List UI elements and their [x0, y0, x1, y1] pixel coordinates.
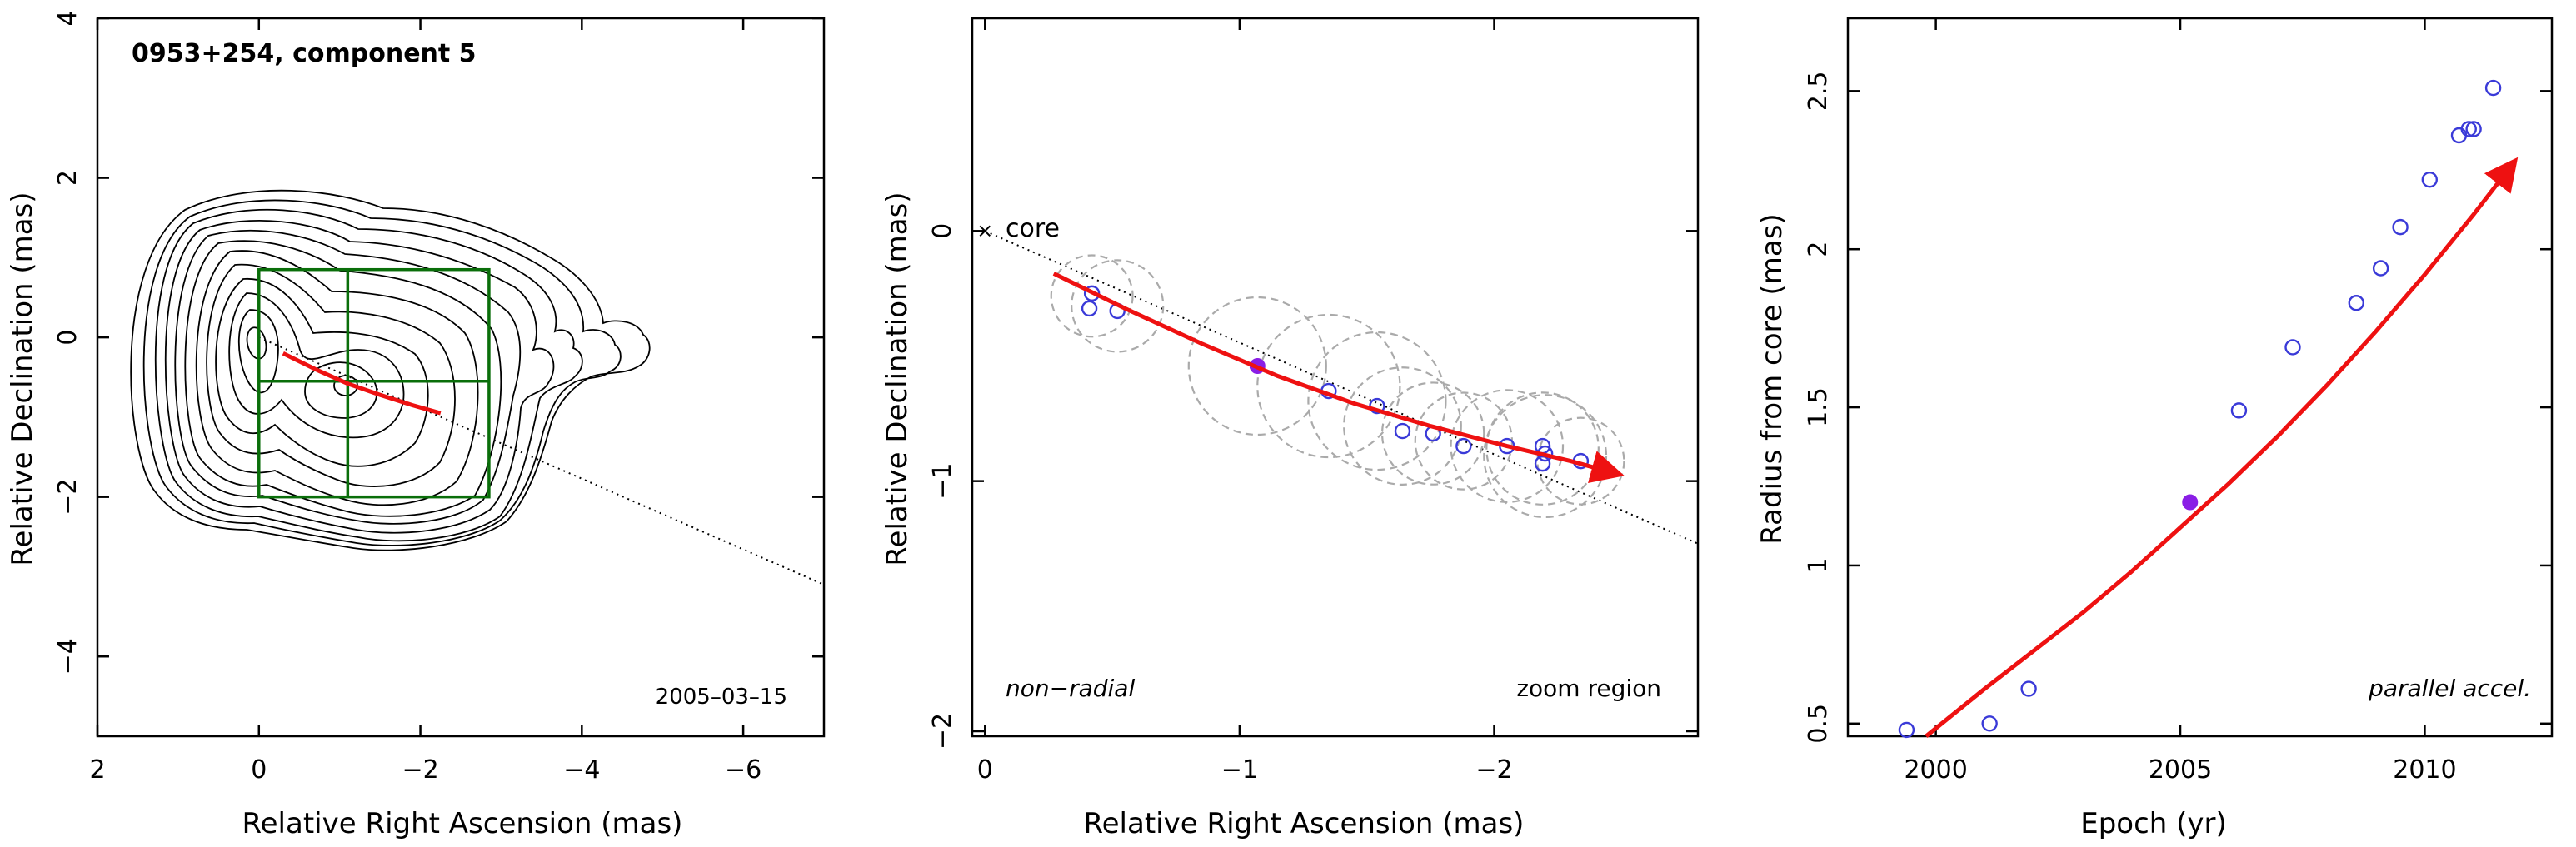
feature-size-circle — [1450, 389, 1565, 503]
radius-data-point — [2460, 121, 2477, 137]
position-data-point — [1081, 300, 1098, 317]
left-y-tick-label: 2 — [53, 170, 82, 186]
contour-level — [130, 189, 651, 551]
contour-level — [206, 263, 456, 487]
radius-data-point — [2372, 260, 2389, 277]
feature-size-circle — [1380, 381, 1485, 486]
core-marker — [979, 225, 991, 237]
left-x-tick-label: −2 — [402, 755, 438, 785]
middle-plot-frame — [971, 17, 1700, 738]
contour-level — [246, 326, 267, 360]
position-data-point — [1534, 455, 1551, 472]
radius-data-point — [2020, 680, 2037, 697]
left-y-tick-label: 0 — [53, 330, 82, 346]
radius-data-point — [1981, 715, 1998, 732]
feature-size-circle — [1536, 416, 1625, 506]
right-y-tick-label: 1.5 — [1804, 387, 1833, 427]
middle-y-tick-label: −1 — [928, 463, 957, 500]
middle-x-tick-label: 0 — [977, 755, 993, 785]
feature-size-circle — [1050, 254, 1134, 338]
position-data-point — [1394, 422, 1411, 440]
feature-size-circle — [1307, 331, 1447, 471]
trajectory-fit-curve — [282, 351, 442, 416]
right-y-axis-label: Radius from core (mas) — [1755, 213, 1789, 544]
right-y-tick-label: 0.5 — [1804, 704, 1833, 744]
right-annotation-parallel-accel: parallel accel. — [2368, 675, 2531, 702]
middle-x-tick-label: −2 — [1475, 755, 1512, 785]
right-y-tick-label: 2.5 — [1804, 71, 1833, 111]
left-plot-frame — [96, 17, 826, 738]
left-y-tick-label: −4 — [53, 638, 82, 675]
right-x-tick-label: 2000 — [1904, 755, 1967, 785]
middle-y-axis-label: Relative Declination (mas) — [881, 192, 914, 565]
radius-data-point — [2348, 295, 2364, 311]
right-plot-frame — [1846, 17, 2554, 738]
contour-level — [195, 250, 479, 506]
left-x-tick-label: 0 — [251, 755, 267, 785]
left-date-annotation: 2005–03–15 — [656, 685, 787, 710]
right-x-axis-label: Epoch (yr) — [2080, 807, 2227, 840]
right-y-tick-label: 1 — [1804, 557, 1833, 573]
left-x-tick-label: −4 — [563, 755, 600, 785]
contour-level — [304, 361, 378, 419]
middle-annotation-non-radial: non−radial — [1006, 675, 1135, 702]
middle-x-axis-label: Relative Right Ascension (mas) — [1084, 807, 1525, 840]
right-x-tick-label: 2010 — [2393, 755, 2456, 785]
left-y-tick-label: −2 — [53, 479, 82, 516]
left-title: 0953+254, component 5 — [132, 39, 477, 68]
contour-level — [174, 229, 522, 525]
trajectory-fit-curve — [1052, 272, 1625, 484]
contour-level — [228, 292, 405, 439]
radius-data-point — [2465, 121, 2482, 137]
radio-contours — [130, 189, 651, 551]
left-x-tick-label: 2 — [89, 755, 105, 785]
right-y-tick-label: 2 — [1804, 242, 1833, 257]
jet-direction-line — [984, 230, 1699, 545]
middle-x-tick-label: −1 — [1221, 755, 1258, 785]
zoom-region-box — [257, 267, 491, 499]
feature-size-circle — [1187, 296, 1327, 436]
current-epoch-point — [2182, 494, 2199, 511]
right-x-tick-label: 2005 — [2149, 755, 2212, 785]
contour-level — [184, 240, 502, 517]
feature-size-circle — [1256, 313, 1401, 459]
panel-left-contour-map: 2 0 −2 −4 −6 4 2 0 −2 −4 — [53, 10, 826, 785]
contour-level — [215, 278, 429, 467]
left-y-axis-label: Relative Declination (mas) — [6, 192, 39, 565]
acceleration-fit-curve — [1925, 157, 2519, 738]
radius-data-point — [2421, 171, 2438, 188]
contour-level — [164, 219, 555, 534]
jet-direction-line — [258, 336, 825, 585]
left-y-tick-label: 4 — [53, 10, 82, 26]
left-x-axis-label: Relative Right Ascension (mas) — [242, 807, 683, 840]
feature-size-circle — [1414, 391, 1514, 491]
panel-middle-zoom-region: 0 −1 −2 0 −1 −2 — [928, 17, 1700, 785]
contour-level — [154, 208, 583, 542]
left-x-tick-label: −6 — [725, 755, 761, 785]
feature-size-circle — [1343, 366, 1462, 486]
feature-size-circle — [1071, 259, 1165, 353]
middle-y-tick-label: −2 — [928, 713, 957, 750]
middle-y-tick-label: 0 — [928, 223, 957, 239]
radius-data-point — [2392, 218, 2409, 236]
radius-data-point — [1898, 721, 1915, 739]
position-data-point — [1455, 437, 1472, 455]
contour-level — [142, 199, 622, 546]
radius-data-point — [2484, 79, 2502, 97]
radius-data-point — [2284, 339, 2301, 356]
feature-size-circle — [1485, 391, 1600, 506]
radius-data-point — [2230, 402, 2248, 419]
contour-level — [237, 309, 279, 394]
middle-core-label: core — [1006, 214, 1060, 243]
panel-right-radius-vs-epoch: 2000 2005 2010 0.5 1 1.5 2 2.5 — [1804, 17, 2554, 785]
middle-annotation-zoom-region: zoom region — [1516, 675, 1661, 702]
